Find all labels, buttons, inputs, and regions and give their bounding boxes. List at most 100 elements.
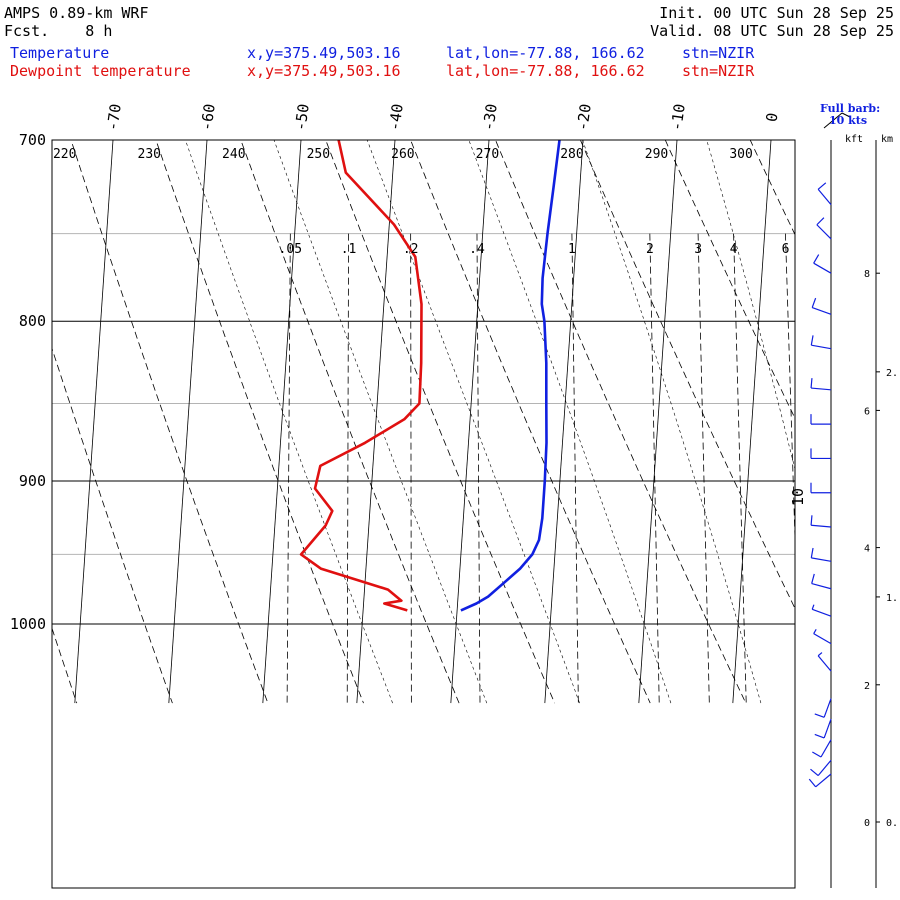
wind-barb-flag	[811, 573, 815, 584]
wind-barb-staff	[811, 387, 832, 391]
barb-legend-flag	[841, 112, 851, 118]
isotherm-line	[74, 140, 114, 704]
isotherm-line	[544, 140, 584, 704]
wind-barb	[810, 482, 831, 494]
wind-barb-staff	[811, 557, 832, 562]
dry-adiabat	[495, 140, 747, 704]
temperature-latlon: lat,lon=-77.88, 166.62	[446, 44, 645, 62]
valid-time: Valid. 08 UTC Sun 28 Sep 25	[650, 22, 894, 40]
plot-frame	[51, 139, 796, 889]
isotherm-label: -40	[385, 103, 407, 132]
mixing-ratio-label: .2	[403, 242, 419, 257]
temperature-xy: x,y=375.49,503.16	[247, 44, 401, 62]
potential-temperature-label: 300	[729, 147, 752, 162]
potential-temperature-label: 270	[476, 147, 499, 162]
dewpoint-profile	[299, 140, 423, 612]
wind-barb-flag	[810, 515, 813, 526]
wind-barb-flag	[810, 335, 814, 346]
wind-barb	[817, 652, 832, 672]
dewpoint-legend-label: Dewpoint temperature	[10, 62, 191, 80]
wind-barb-flag	[812, 751, 822, 758]
mixing-ratio-label: 6	[782, 242, 790, 257]
potential-temperature-label: 280	[560, 147, 583, 162]
mixing-ratio-line	[649, 233, 660, 704]
wind-barb-staff	[813, 262, 832, 274]
isotherm-label: -50	[291, 103, 313, 132]
isotherm-label: -30	[479, 103, 501, 132]
potential-temperature-label: 230	[138, 147, 161, 162]
mixing-ratio-line	[286, 233, 291, 704]
mixing-ratio-line	[824, 234, 840, 703]
isotherm-line	[262, 140, 302, 704]
moist-adiabat	[366, 140, 580, 704]
km-tick-label: 1.	[886, 593, 898, 604]
wind-barb-staff	[815, 773, 832, 788]
moist-adiabat	[582, 140, 762, 704]
dewpoint-xy: x,y=375.49,503.16	[247, 62, 401, 80]
wind-barb-staff	[813, 633, 832, 645]
mixing-ratio-label: 4	[730, 242, 738, 257]
potential-temperature-label: 290	[645, 147, 668, 162]
isotherm-line	[168, 140, 208, 704]
wind-barb-staff	[816, 224, 832, 240]
wind-barb-staff	[820, 739, 832, 758]
kft-tick-label: 6	[864, 406, 870, 417]
barb-legend-staff	[823, 112, 843, 129]
wind-barb	[817, 182, 832, 205]
dry-adiabat	[664, 140, 795, 420]
potential-temperature-label: 250	[307, 147, 330, 162]
pressure-label: 800	[19, 312, 46, 330]
wind-barb-staff	[812, 608, 832, 617]
wind-barb-staff	[811, 524, 832, 528]
mixing-ratio-line	[410, 233, 412, 704]
wind-barb-flag	[810, 768, 819, 777]
mixing-ratio-line	[733, 233, 747, 704]
pressure-label: 900	[19, 472, 46, 490]
isotherm-line	[450, 140, 490, 704]
forecast-hour: Fcst. 8 h	[4, 22, 113, 40]
barb-legend-line1: Full barb:	[820, 102, 881, 115]
wind-barb-staff	[823, 698, 832, 718]
dry-adiabat	[240, 140, 460, 704]
wind-barb	[810, 547, 832, 562]
wind-barb	[808, 773, 832, 788]
wind-barb	[812, 739, 832, 758]
wind-barb	[816, 217, 832, 240]
mixing-ratio-label: .05	[279, 242, 302, 257]
wind-barb-flag	[810, 547, 814, 558]
dry-adiabat	[155, 140, 364, 704]
wind-barb-staff	[817, 655, 832, 672]
wind-barb-flag	[811, 297, 817, 308]
mixing-ratio-line	[785, 233, 795, 552]
moist-adiabat	[706, 140, 795, 471]
isotherm-label: 10	[789, 488, 807, 506]
wind-barb	[813, 629, 832, 645]
kft-axis-label: kft	[845, 134, 864, 145]
km-axis-label: km	[881, 134, 894, 145]
wind-barb	[814, 698, 832, 718]
isotherm-label: 0	[763, 112, 782, 123]
isotherm-label: -70	[103, 103, 125, 132]
mixing-ratio-line	[346, 233, 349, 704]
dewpoint-station: stn=NZIR	[682, 62, 755, 80]
mixing-ratio-label: .1	[341, 242, 357, 257]
moist-adiabat	[468, 140, 672, 704]
wind-barb	[810, 759, 832, 777]
wind-barb	[814, 718, 832, 739]
wind-barb-flag	[810, 378, 813, 389]
dry-adiabat	[579, 140, 795, 610]
mixing-ratio-label: 1	[568, 242, 576, 257]
wind-barb	[810, 515, 832, 528]
mixing-ratio-line	[476, 233, 481, 704]
potential-temperature-label: 220	[53, 147, 76, 162]
isotherm-line	[732, 140, 772, 704]
pressure-label: 1000	[10, 615, 46, 633]
wind-barb	[811, 604, 832, 617]
mixing-ratio-label: 2	[646, 242, 654, 257]
isotherm-line	[356, 140, 396, 704]
dry-adiabat	[749, 140, 795, 236]
wind-barb-staff	[812, 306, 832, 315]
kft-tick-label: 8	[864, 269, 870, 280]
wind-barb	[810, 378, 832, 391]
